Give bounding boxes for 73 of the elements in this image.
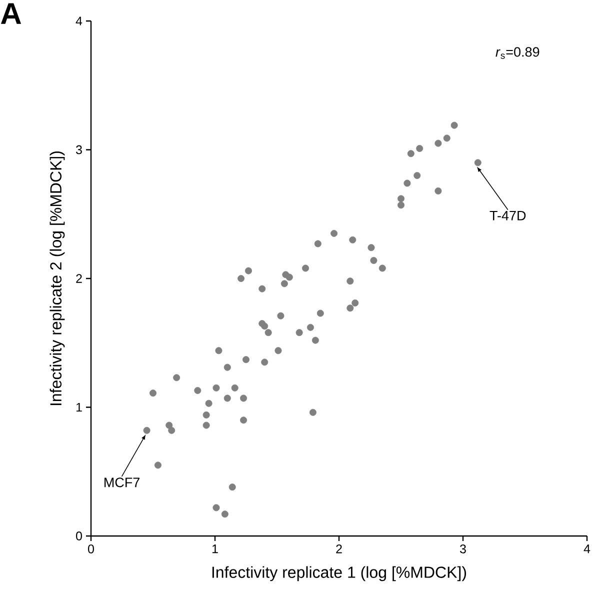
- point: [242, 356, 250, 364]
- point: [443, 134, 450, 142]
- point: [261, 322, 268, 330]
- point: [215, 347, 222, 354]
- y-tick-label: 4: [76, 16, 82, 26]
- point: [238, 274, 245, 282]
- x-tick-label: 1: [212, 544, 218, 554]
- point: [398, 202, 404, 209]
- point: [173, 374, 180, 382]
- point: [202, 422, 210, 429]
- point: [404, 180, 411, 187]
- point: [240, 394, 248, 402]
- y-tick-label: 3: [76, 145, 82, 154]
- x-tick-label: 2: [336, 544, 342, 554]
- point: [316, 310, 324, 317]
- point: [228, 484, 236, 491]
- point: [244, 267, 252, 274]
- point: [261, 358, 268, 366]
- x-tick-label: 4: [584, 544, 590, 554]
- point: [150, 390, 156, 397]
- point: [224, 394, 231, 402]
- point: [166, 422, 173, 429]
- point: [450, 122, 458, 129]
- point: [474, 159, 482, 166]
- y-tick-label: 1: [76, 402, 82, 412]
- point: [205, 400, 212, 407]
- point: [240, 416, 248, 424]
- point: [296, 329, 303, 336]
- point: [314, 240, 322, 248]
- x-tick-label: 3: [460, 544, 466, 554]
- annotation: T-47D: [490, 210, 526, 220]
- point: [143, 426, 150, 434]
- point: [346, 304, 354, 312]
- point: [434, 187, 442, 194]
- point: [277, 312, 284, 320]
- point: [349, 236, 356, 244]
- point: [309, 408, 316, 416]
- point: [212, 384, 220, 392]
- point: [280, 280, 288, 288]
- point: [378, 264, 386, 272]
- x-tick-label: 0: [88, 544, 94, 554]
- point: [306, 324, 314, 331]
- point: [212, 504, 220, 512]
- y-axis-title: Infectivity replicate 2 (log [%MDCK]): [50, 151, 65, 406]
- x-axis-title: Infectivity replicate 1 (log [%MDCK]): [212, 566, 466, 582]
- point: [346, 278, 354, 285]
- point: [416, 144, 424, 152]
- point: [258, 285, 266, 292]
- point: [302, 264, 310, 272]
- point: [264, 329, 272, 336]
- point: [221, 510, 228, 518]
- y-tick-label: 0: [76, 532, 82, 540]
- point: [194, 387, 202, 394]
- point: [398, 195, 404, 202]
- point: [168, 426, 176, 434]
- annotation: r$_{s}$=0.89: [496, 47, 540, 59]
- point: [202, 411, 210, 418]
- point: [330, 230, 338, 237]
- point: [407, 150, 414, 158]
- point: [224, 364, 231, 371]
- point: [368, 244, 375, 252]
- point: [286, 274, 293, 281]
- annotation: MCF7: [104, 478, 140, 488]
- text: A: [0, 3, 22, 24]
- point: [231, 384, 238, 392]
- point: [154, 462, 162, 469]
- point: [414, 172, 421, 179]
- point: [312, 336, 319, 344]
- point: [434, 140, 442, 147]
- point: [274, 347, 282, 354]
- point: [352, 299, 359, 306]
- point: [370, 256, 378, 264]
- y-tick-label: 2: [76, 274, 82, 283]
